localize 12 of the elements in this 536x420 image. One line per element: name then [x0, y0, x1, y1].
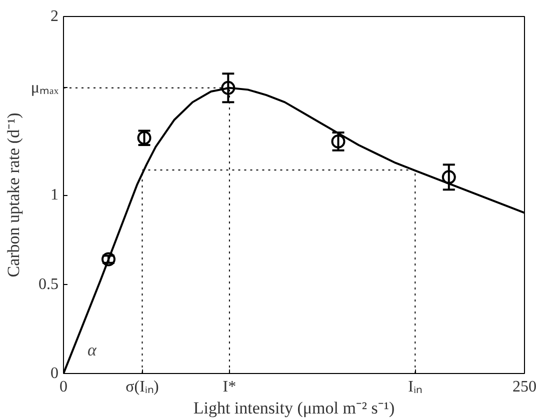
- annotation: α: [88, 340, 98, 360]
- y-tick-label: 0: [50, 365, 58, 382]
- y-tick-label: μₘₐₓ: [30, 79, 59, 96]
- y-tick-label: 2: [50, 8, 58, 25]
- x-tick-label: Iᵢₙ: [408, 378, 422, 396]
- x-tick-label: σ(Iᵢₙ): [126, 378, 159, 396]
- y-tick-label: 0.5: [38, 276, 58, 293]
- x-tick-label: I*: [222, 378, 236, 396]
- y-axis-title: Carbon uptake rate (d⁻¹): [4, 112, 23, 278]
- y-tick-label: 1: [50, 186, 58, 204]
- x-axis-title: Light intensity (μmol m⁻² s⁻¹): [193, 398, 395, 418]
- x-tick-label: 250: [512, 378, 536, 396]
